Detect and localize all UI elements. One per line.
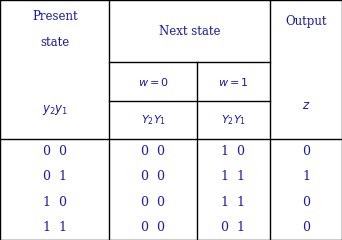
Text: $Y_2Y_1$: $Y_2Y_1$ [221,113,246,127]
Text: 0: 0 [302,221,310,234]
Text: $Y_2Y_1$: $Y_2Y_1$ [141,113,166,127]
Text: $w = 0$: $w = 0$ [137,76,169,88]
Text: 1  1: 1 1 [221,196,246,209]
Text: 1  0: 1 0 [43,196,67,209]
Text: $y_2y_1$: $y_2y_1$ [42,103,68,117]
Text: 0: 0 [302,196,310,209]
Text: 0  0: 0 0 [141,221,165,234]
Text: Present: Present [32,10,78,23]
Text: $z$: $z$ [302,99,310,112]
Text: 1  0: 1 0 [221,145,246,158]
Text: 1  1: 1 1 [221,170,246,184]
Text: 0: 0 [302,145,310,158]
Text: 0  1: 0 1 [43,170,67,184]
Text: $w = 1$: $w = 1$ [218,76,249,88]
Text: Output: Output [285,15,327,28]
Text: 1: 1 [302,170,310,184]
Text: 0  0: 0 0 [141,145,165,158]
Text: 0  1: 0 1 [221,221,246,234]
Text: state: state [40,36,69,48]
Text: 1  1: 1 1 [43,221,67,234]
Text: 0  0: 0 0 [43,145,67,158]
Text: Next state: Next state [159,25,221,38]
Text: 0  0: 0 0 [141,196,165,209]
Text: 0  0: 0 0 [141,170,165,184]
